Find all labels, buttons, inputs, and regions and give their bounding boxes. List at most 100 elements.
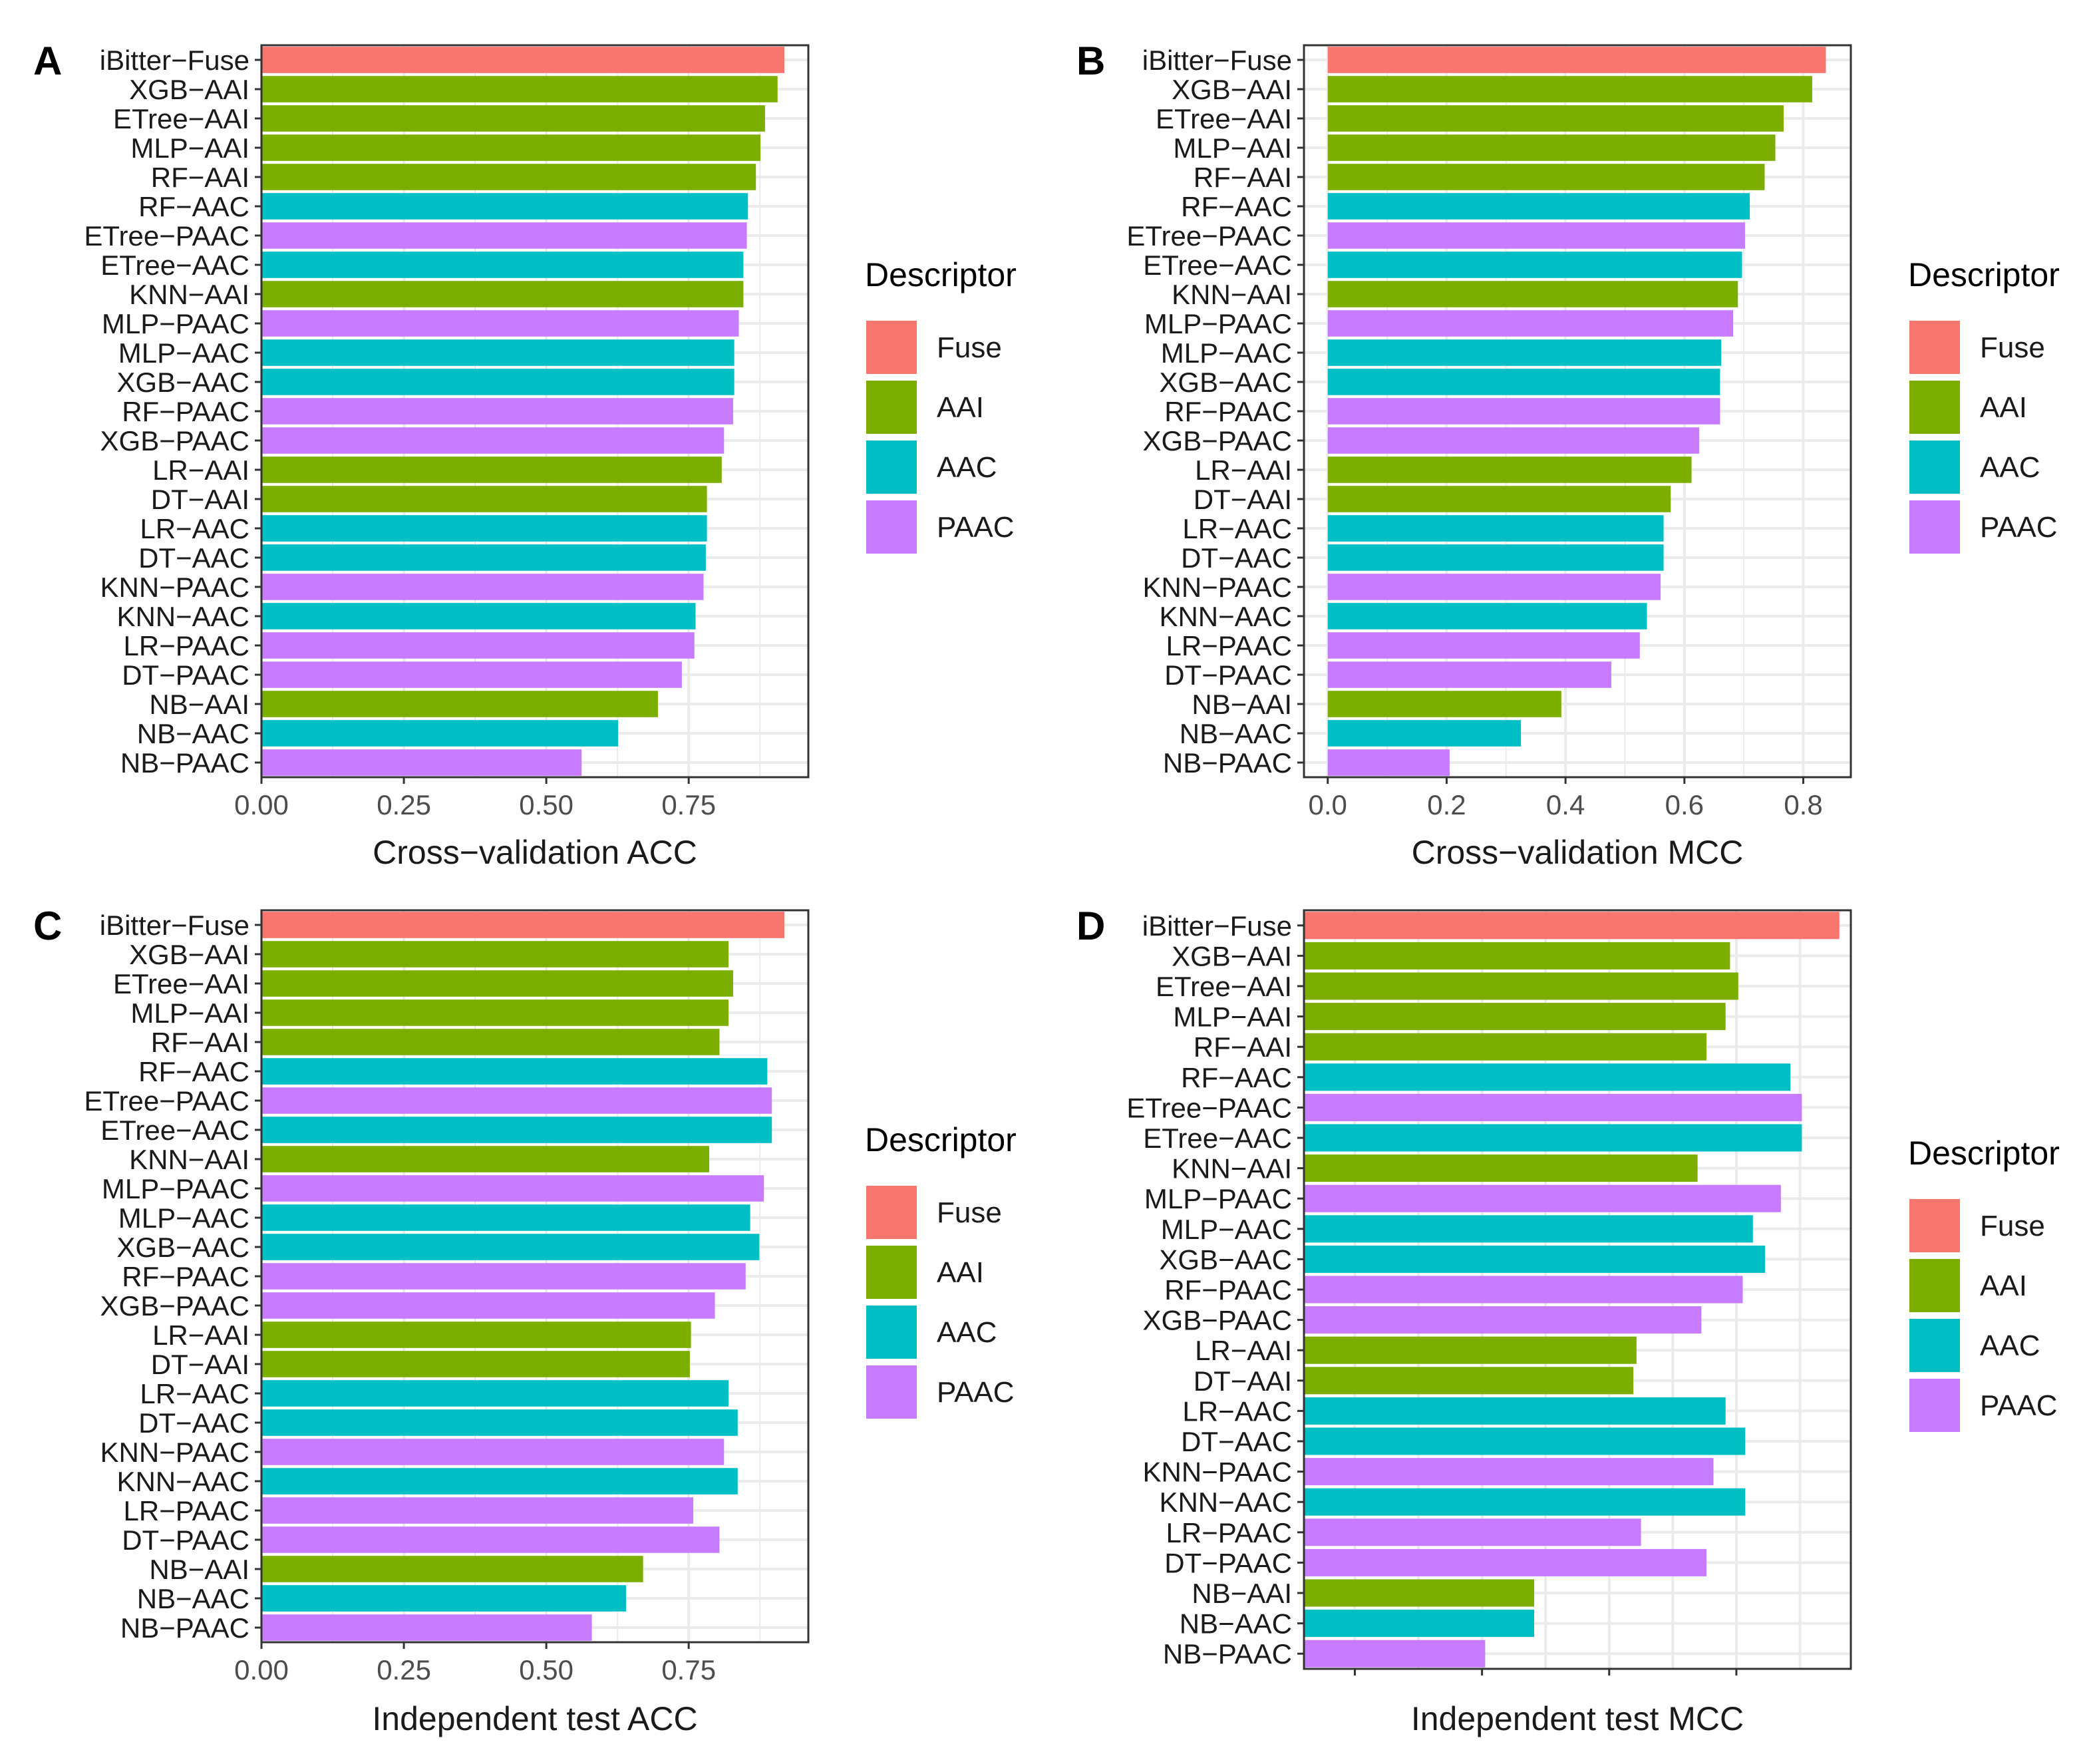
bar — [261, 1117, 772, 1143]
category-label: NB−PAAC — [120, 747, 249, 779]
legend-label: Fuse — [1980, 331, 2045, 364]
category-label: MLP−AAI — [1173, 132, 1292, 164]
bars — [1327, 47, 1826, 776]
category-label: LR−PAAC — [1166, 630, 1292, 661]
category-label: RF−AAC — [1181, 1062, 1292, 1093]
category-label: RF−PAAC — [122, 1261, 249, 1292]
category-label: XGB−PAAC — [1143, 425, 1292, 456]
bar — [1327, 47, 1826, 73]
bar — [261, 1351, 690, 1377]
category-label: ETree−PAAC — [84, 1085, 249, 1117]
category-label: NB−AAI — [149, 689, 249, 720]
bar — [1327, 164, 1765, 190]
bar — [1304, 912, 1840, 940]
category-label: XGB−PAAC — [100, 1290, 249, 1322]
category-label: LR−PAAC — [124, 630, 249, 661]
legend-key — [1909, 441, 1960, 494]
category-label: RF−PAAC — [122, 396, 249, 427]
bar — [261, 720, 619, 747]
legend-key — [1909, 1259, 1960, 1312]
legend-key — [866, 500, 917, 554]
category-label: DT−AAI — [1194, 484, 1292, 515]
bar — [261, 1380, 729, 1407]
bar — [261, 1585, 626, 1612]
bar — [261, 193, 748, 220]
bar — [1304, 1033, 1707, 1061]
category-label: RF−AAI — [151, 162, 249, 193]
category-label: NB−AAC — [137, 1583, 249, 1614]
category-label: KNN−AAI — [1172, 1153, 1292, 1184]
category-label: LR−AAI — [152, 1320, 249, 1351]
legend-label: Fuse — [937, 1196, 1002, 1229]
bars — [261, 47, 785, 776]
legend-label: AAI — [1980, 1270, 2027, 1302]
bar — [1327, 310, 1734, 337]
bar — [1304, 1063, 1791, 1091]
legend-label: PAAC — [937, 1376, 1015, 1409]
bar — [1304, 1640, 1486, 1668]
bar — [1304, 1306, 1702, 1334]
bar — [261, 369, 734, 395]
bar — [261, 105, 765, 132]
category-label: ETree−PAAC — [1126, 1092, 1292, 1123]
bar — [261, 1468, 738, 1495]
bar — [261, 999, 729, 1026]
legend-key — [1909, 381, 1960, 434]
category-label: MLP−AAI — [130, 132, 249, 164]
category-label: DT−AAC — [138, 542, 249, 574]
x-tick-label: 0.50 — [519, 1654, 573, 1685]
category-label: DT−AAC — [1181, 542, 1292, 574]
legend-key — [866, 1365, 917, 1419]
bar — [261, 1146, 710, 1172]
x-axis — [1353, 1669, 1738, 1676]
bar — [1327, 369, 1720, 395]
bar — [261, 941, 729, 968]
bar — [1327, 515, 1664, 542]
x-axis-label: Independent test ACC — [372, 1700, 697, 1737]
category-label: ETree−AAI — [1156, 103, 1292, 134]
category-label: DT−PAAC — [122, 1524, 249, 1556]
bar — [1327, 691, 1561, 717]
legend-label: AAC — [1980, 1329, 2040, 1362]
panel-b: iBitter−FuseXGB−AAIETree−AAIMLP−AAIRF−AA… — [1076, 39, 2060, 871]
legend-key — [1909, 321, 1960, 374]
category-label: XGB−AAI — [1172, 74, 1292, 105]
category-label: DT−PAAC — [1164, 1547, 1292, 1578]
bar — [261, 427, 724, 454]
bar — [261, 1439, 724, 1465]
category-label: LR−AAC — [1182, 513, 1292, 544]
legend-label: PAAC — [1980, 511, 2058, 544]
category-label: MLP−AAC — [118, 1202, 249, 1234]
category-label: NB−AAI — [1192, 689, 1292, 720]
category-label: RF−AAI — [151, 1027, 249, 1058]
y-axis: iBitter−FuseXGB−AAIETree−AAIMLP−AAIRF−AA… — [84, 45, 261, 779]
bar — [261, 1204, 750, 1231]
legend: Descriptor Fuse AAI AAC PAAC — [865, 256, 1017, 554]
bars — [261, 912, 785, 1641]
bar — [1327, 720, 1522, 747]
legend-label: AAI — [1980, 391, 2027, 424]
x-tick-label: 0.50 — [519, 789, 573, 820]
bar — [261, 1087, 772, 1114]
bar — [261, 970, 733, 997]
bar — [1304, 1003, 1726, 1031]
legend-title: Descriptor — [865, 256, 1017, 293]
category-label: RF−AAC — [138, 1056, 249, 1087]
bar — [1304, 1397, 1726, 1425]
category-label: NB−PAAC — [1163, 747, 1292, 779]
bar — [1327, 76, 1812, 102]
legend: Descriptor Fuse AAI AAC PAAC — [865, 1121, 1017, 1419]
bar — [261, 603, 696, 629]
panel-letter: B — [1076, 39, 1105, 83]
legend-label: Fuse — [1980, 1210, 2045, 1242]
category-label: MLP−AAC — [1161, 337, 1292, 369]
legend-label: PAAC — [1980, 1389, 2058, 1422]
bar — [1327, 398, 1720, 425]
legend-title: Descriptor — [1908, 1135, 2060, 1172]
y-axis: iBitter−FuseXGB−AAIETree−AAIMLP−AAIRF−AA… — [1126, 45, 1304, 779]
bar — [1304, 1610, 1535, 1638]
legend-key — [866, 1186, 917, 1239]
bar — [1327, 222, 1745, 249]
category-label: iBitter−Fuse — [1142, 910, 1292, 942]
category-label: NB−AAC — [137, 718, 249, 749]
